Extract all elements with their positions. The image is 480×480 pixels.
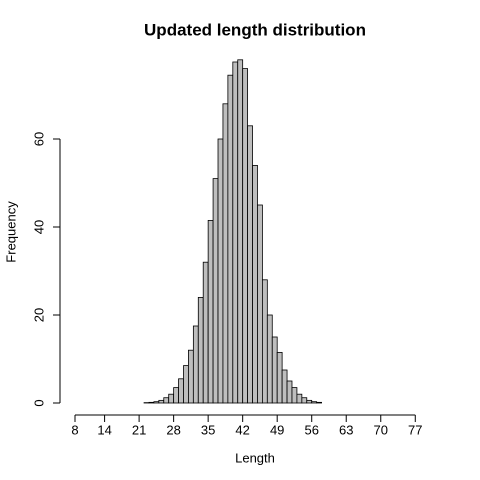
bar	[286, 380, 293, 404]
bar	[316, 401, 322, 404]
x-tick-label: 8	[71, 422, 78, 437]
bar	[158, 399, 165, 404]
bar	[306, 399, 313, 404]
bar	[212, 178, 219, 404]
x-tick-label: 35	[201, 422, 215, 437]
x-tick-label: 42	[235, 422, 249, 437]
bar	[247, 125, 253, 404]
bar	[148, 401, 155, 404]
bar	[197, 296, 204, 404]
bar	[266, 314, 273, 404]
bar	[257, 204, 263, 404]
bar	[188, 349, 194, 404]
bar	[183, 365, 189, 404]
x-axis-label: Length	[235, 450, 275, 465]
bar	[178, 378, 184, 404]
y-tick-label: 20	[31, 308, 46, 322]
bar	[242, 68, 249, 404]
bar	[271, 336, 278, 404]
x-tick-label: 63	[339, 422, 353, 437]
x-tick-label: 14	[97, 422, 111, 437]
x-tick-label: 21	[132, 422, 146, 437]
y-tick-label: 60	[31, 132, 46, 146]
bar	[163, 397, 170, 404]
x-tick-label: 70	[374, 422, 388, 437]
bar	[237, 59, 244, 404]
bar	[311, 401, 318, 404]
x-tick-label: 28	[166, 422, 180, 437]
x-tick-label: 49	[270, 422, 284, 437]
bar	[192, 325, 199, 404]
bar	[301, 397, 308, 404]
bar	[281, 369, 288, 404]
y-axis-label: Frequency	[3, 201, 18, 263]
bar	[296, 393, 303, 404]
bar	[217, 138, 224, 404]
bar	[252, 164, 258, 404]
y-tick-label: 40	[31, 220, 46, 234]
chart-title: Updated length distribution	[144, 20, 366, 39]
bar	[153, 401, 160, 404]
bar	[202, 261, 209, 404]
x-tick-label: 56	[304, 422, 318, 437]
bar	[291, 387, 298, 404]
x-tick-label: 77	[408, 422, 422, 437]
bar	[232, 61, 239, 404]
bar	[168, 393, 175, 404]
bar	[207, 219, 214, 404]
y-tick-label: 0	[31, 399, 46, 406]
bar	[222, 103, 229, 404]
bar	[261, 279, 268, 404]
bar	[227, 74, 234, 404]
bar	[173, 387, 179, 404]
bar	[276, 351, 283, 404]
